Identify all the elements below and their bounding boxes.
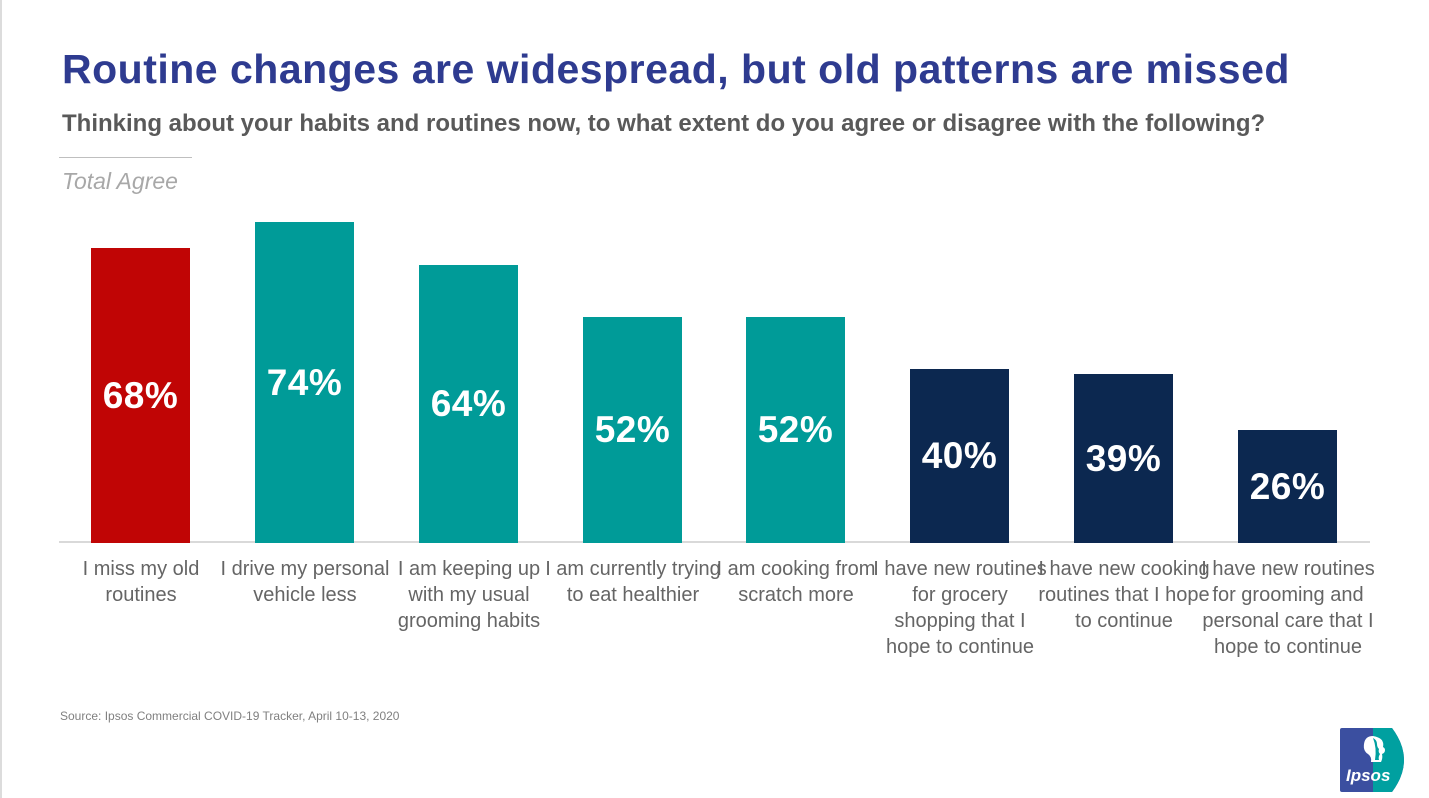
bar-value-label: 40% [921, 435, 998, 476]
chart-baseline [59, 541, 1370, 543]
ipsos-logo: Ipsos [1340, 728, 1404, 792]
bar-category-label: I have new cooking routines that I hope … [1038, 558, 1210, 632]
bar-category-label: I have new routines for grooming and per… [1201, 558, 1375, 658]
bar: 26% [1238, 430, 1337, 543]
source-note: Source: Ipsos Commercial COVID-19 Tracke… [60, 709, 400, 723]
divider-line [59, 157, 192, 158]
bar: 39% [1074, 374, 1173, 543]
bar: 64% [419, 265, 518, 543]
bar-value-label: 64% [430, 383, 507, 424]
survey-question: Thinking about your habits and routines … [62, 110, 1266, 137]
bar-value-label: 74% [266, 361, 343, 403]
bar-category-label: I have new routines for grocery shopping… [873, 558, 1047, 658]
page-title: Routine changes are widespread, but old … [62, 46, 1290, 92]
bar: 68% [91, 248, 190, 543]
bar-category-label: I am keeping up with my usual grooming h… [397, 558, 541, 632]
bar-category-label: I miss my old routines [82, 558, 200, 606]
bar-value-label: 68% [102, 374, 179, 416]
bar: 74% [255, 222, 354, 543]
bar-category-label: I drive my personal vehicle less [220, 558, 390, 606]
total-agree-label: Total Agree [62, 168, 178, 194]
bar-category-label: I am cooking from scratch more [716, 558, 876, 606]
bar-value-label: 52% [594, 409, 671, 450]
bar: 52% [746, 317, 845, 543]
bar: 40% [910, 369, 1009, 543]
bar-value-label: 52% [757, 409, 834, 450]
bar-value-label: 39% [1085, 437, 1162, 479]
bar-category-label: I am currently trying to eat healthier [545, 558, 721, 606]
bar-value-label: 26% [1249, 465, 1326, 507]
bar: 52% [583, 317, 682, 543]
ipsos-logo-text: Ipsos [1346, 766, 1390, 785]
